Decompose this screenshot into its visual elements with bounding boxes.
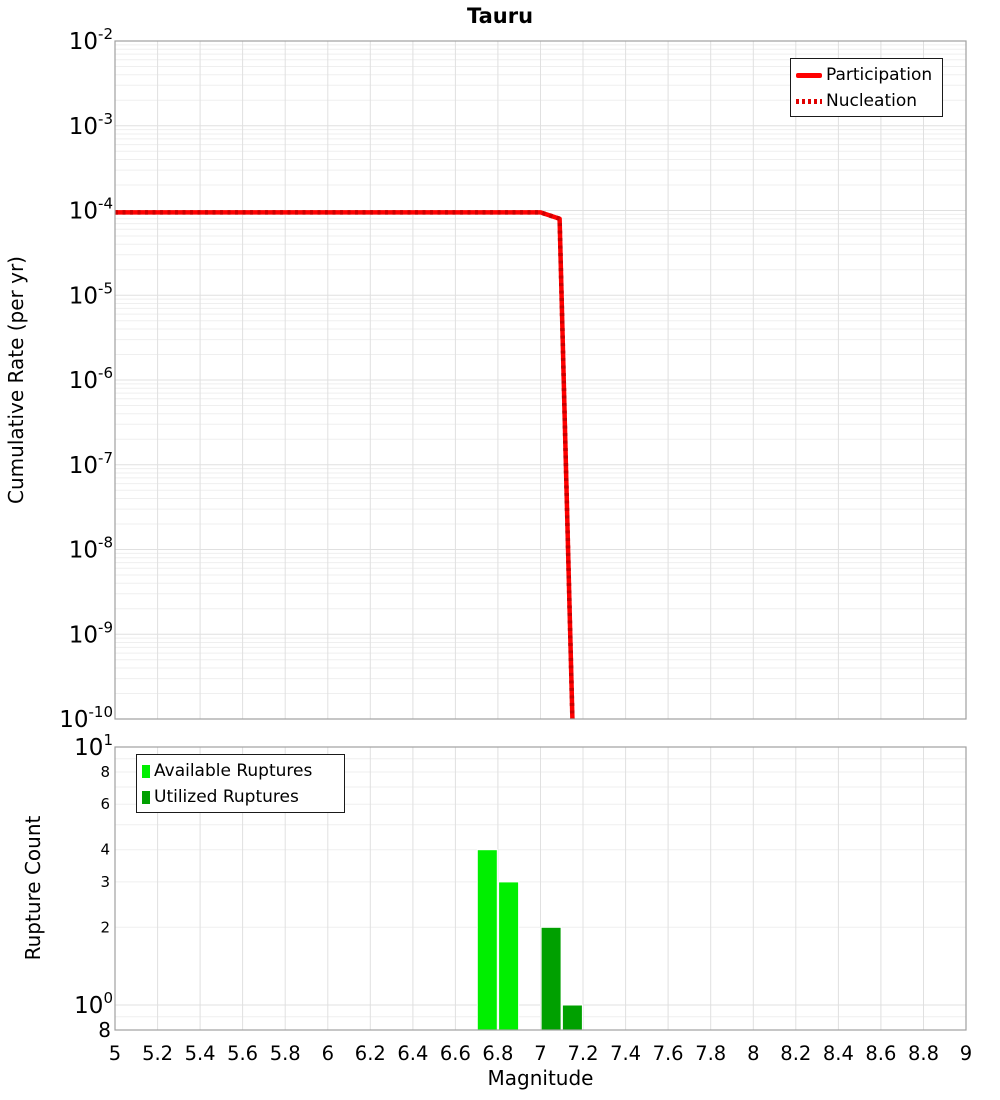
available-swatch-icon <box>142 764 150 778</box>
svg-text:10-2: 10-2 <box>69 25 113 55</box>
bar-m7.05 <box>540 926 562 1031</box>
svg-text:6.6: 6.6 <box>440 1042 471 1065</box>
svg-text:7.8: 7.8 <box>695 1042 726 1065</box>
svg-text:10-10: 10-10 <box>59 703 113 733</box>
top-y-tick-labels: 10-2 10-3 10-4 10-5 10-6 10-7 10-8 10-9 10-10 <box>59 25 113 733</box>
svg-text:10-8: 10-8 <box>69 534 113 564</box>
svg-text:7.6: 7.6 <box>653 1042 684 1065</box>
svg-text:8: 8 <box>100 763 110 781</box>
svg-text:8.2: 8.2 <box>780 1042 811 1065</box>
x-axis-label: Magnitude <box>487 1066 594 1090</box>
svg-text:3: 3 <box>100 873 110 891</box>
svg-text:8.6: 8.6 <box>865 1042 896 1065</box>
bar-m7.15 <box>561 1004 583 1031</box>
svg-text:2: 2 <box>100 918 110 936</box>
svg-text:100: 100 <box>74 989 113 1019</box>
svg-text:10-7: 10-7 <box>69 449 113 479</box>
rate-legend: Participation Nucleation <box>790 58 943 117</box>
svg-text:5.2: 5.2 <box>142 1042 173 1065</box>
legend-label: Available Ruptures <box>154 761 313 781</box>
svg-text:8: 8 <box>98 1018 111 1042</box>
legend-entry-utilized: Utilized Ruptures <box>142 784 338 810</box>
rupture-legend: Available Ruptures Utilized Ruptures <box>136 754 345 813</box>
svg-text:101: 101 <box>74 731 113 761</box>
bar-m6.75 <box>476 849 498 1031</box>
svg-text:5.4: 5.4 <box>185 1042 216 1065</box>
svg-text:10-5: 10-5 <box>69 279 113 309</box>
svg-text:4: 4 <box>100 841 110 859</box>
legend-label: Nucleation <box>826 91 918 111</box>
solid-line-swatch-icon <box>796 72 822 78</box>
bottom-plot-border <box>114 746 967 1031</box>
legend-label: Utilized Ruptures <box>154 787 299 807</box>
svg-text:7: 7 <box>534 1042 546 1065</box>
nucleation-line <box>115 210 575 720</box>
participation-line <box>115 210 575 720</box>
svg-text:5.8: 5.8 <box>270 1042 301 1065</box>
x-tick-labels: 5 5.2 5.4 5.6 5.8 6 6.2 6.4 6.6 6.8 7 7.2 7.4 7.6 7.8 8… <box>109 1042 972 1065</box>
svg-text:7.4: 7.4 <box>610 1042 641 1065</box>
rate-lines <box>115 210 575 720</box>
svg-text:5: 5 <box>109 1042 121 1065</box>
svg-text:10-9: 10-9 <box>69 618 113 648</box>
svg-text:5.6: 5.6 <box>227 1042 258 1065</box>
top-y-axis-label: Cumulative Rate (per yr) <box>4 256 28 504</box>
svg-text:8.4: 8.4 <box>823 1042 854 1065</box>
svg-text:6.2: 6.2 <box>355 1042 386 1065</box>
svg-text:8: 8 <box>747 1042 759 1065</box>
utilized-swatch-icon <box>142 790 150 804</box>
svg-text:8.8: 8.8 <box>908 1042 939 1065</box>
bar-m6.85 <box>498 881 520 1031</box>
chart-title: Tauru <box>466 4 534 28</box>
utilized-ruptures-bars <box>540 926 583 1031</box>
legend-label: Participation <box>826 65 933 85</box>
top-grid <box>115 41 966 719</box>
svg-text:10-6: 10-6 <box>69 364 113 394</box>
svg-text:6: 6 <box>100 795 110 813</box>
svg-text:10-4: 10-4 <box>69 195 113 225</box>
legend-entry-participation: Participation <box>796 62 936 88</box>
legend-entry-available: Available Ruptures <box>142 758 338 784</box>
svg-text:10-3: 10-3 <box>69 110 113 140</box>
top-plot-border <box>114 40 967 720</box>
svg-text:6.8: 6.8 <box>482 1042 513 1065</box>
svg-text:9: 9 <box>960 1042 972 1065</box>
svg-text:6: 6 <box>322 1042 334 1065</box>
bottom-y-axis-label: Rupture Count <box>21 815 45 961</box>
svg-text:7.2: 7.2 <box>567 1042 598 1065</box>
dotted-line-swatch-icon <box>796 98 822 104</box>
svg-text:6.4: 6.4 <box>397 1042 428 1065</box>
legend-entry-nucleation: Nucleation <box>796 88 936 114</box>
